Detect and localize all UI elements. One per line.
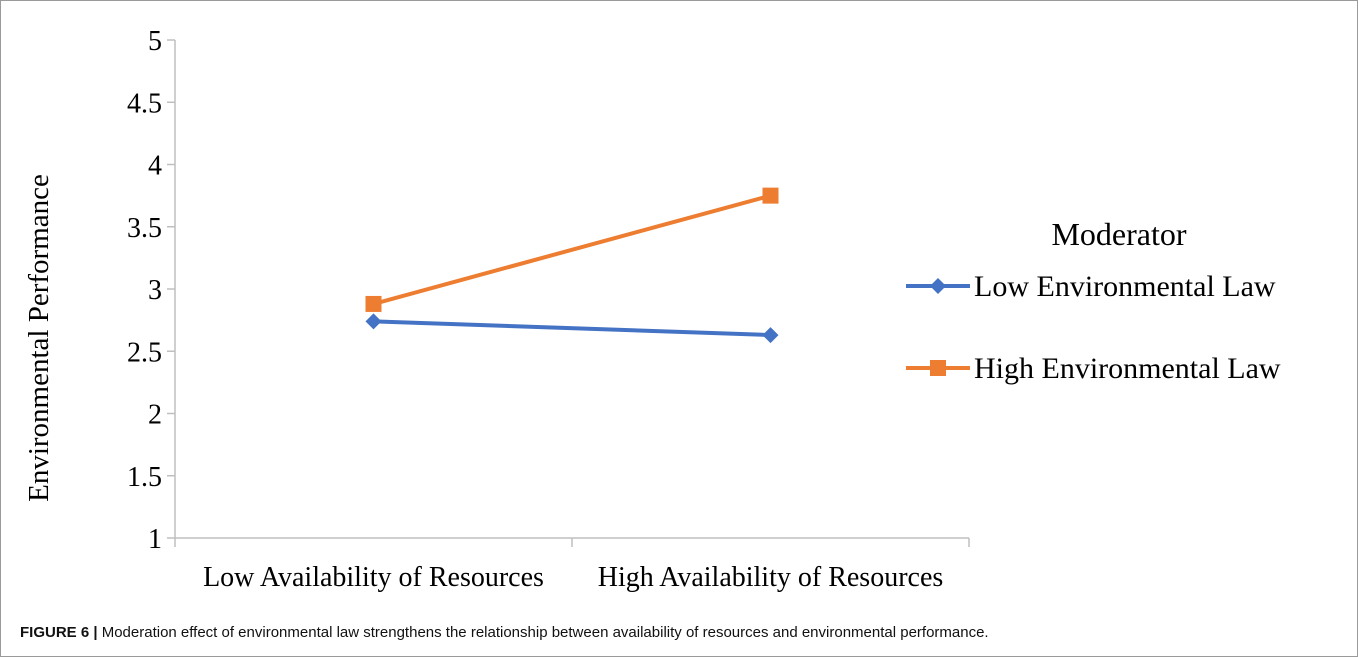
series-line-1 bbox=[372, 193, 772, 306]
y-axis-title: Environmental Performance bbox=[23, 174, 55, 502]
caption-text: Moderation effect of environmental law s… bbox=[97, 624, 989, 641]
y-tick-label: 2.5 bbox=[127, 337, 162, 368]
data-point-diamond bbox=[365, 313, 382, 330]
y-tick-label: 2 bbox=[148, 400, 162, 431]
x-tick-label: Low Availability of Resources bbox=[203, 562, 544, 593]
caption-label: FIGURE 6 | bbox=[20, 624, 98, 641]
y-tick-label: 4.5 bbox=[127, 88, 162, 119]
line-chart: 1 1.5 2 2.5 3 3.5 4 4.5 5 Low Availability of Re… bbox=[23, 26, 1281, 593]
x-tick-label: High Availability of Resources bbox=[598, 562, 944, 593]
legend: Moderator Low Environmental Law High Envi… bbox=[906, 216, 1281, 385]
y-tick-label: 5 bbox=[148, 26, 162, 57]
data-point-diamond bbox=[762, 327, 779, 344]
series-line-0 bbox=[373, 319, 771, 338]
y-tick-label: 3 bbox=[148, 275, 162, 306]
legend-title: Moderator bbox=[1051, 216, 1186, 252]
y-tick-label: 1.5 bbox=[127, 462, 162, 493]
figure-caption: FIGURE 6 | Moderation effect of environm… bbox=[20, 624, 1340, 641]
y-tick-label: 4 bbox=[148, 151, 162, 182]
legend-label: High Environmental Law bbox=[974, 352, 1281, 385]
legend-marker-diamond bbox=[930, 278, 946, 294]
legend-marker-square bbox=[930, 360, 946, 376]
series-layer bbox=[365, 187, 779, 344]
x-axis: Low Availability of Resources High Availa… bbox=[174, 537, 970, 593]
data-point-square bbox=[762, 187, 779, 204]
y-tick-label: 1 bbox=[148, 524, 162, 555]
data-point-square bbox=[365, 295, 382, 312]
y-axis: 1 1.5 2 2.5 3 3.5 4 4.5 5 bbox=[127, 26, 176, 555]
y-tick-label: 3.5 bbox=[127, 213, 162, 244]
legend-label: Low Environmental Law bbox=[974, 270, 1276, 303]
